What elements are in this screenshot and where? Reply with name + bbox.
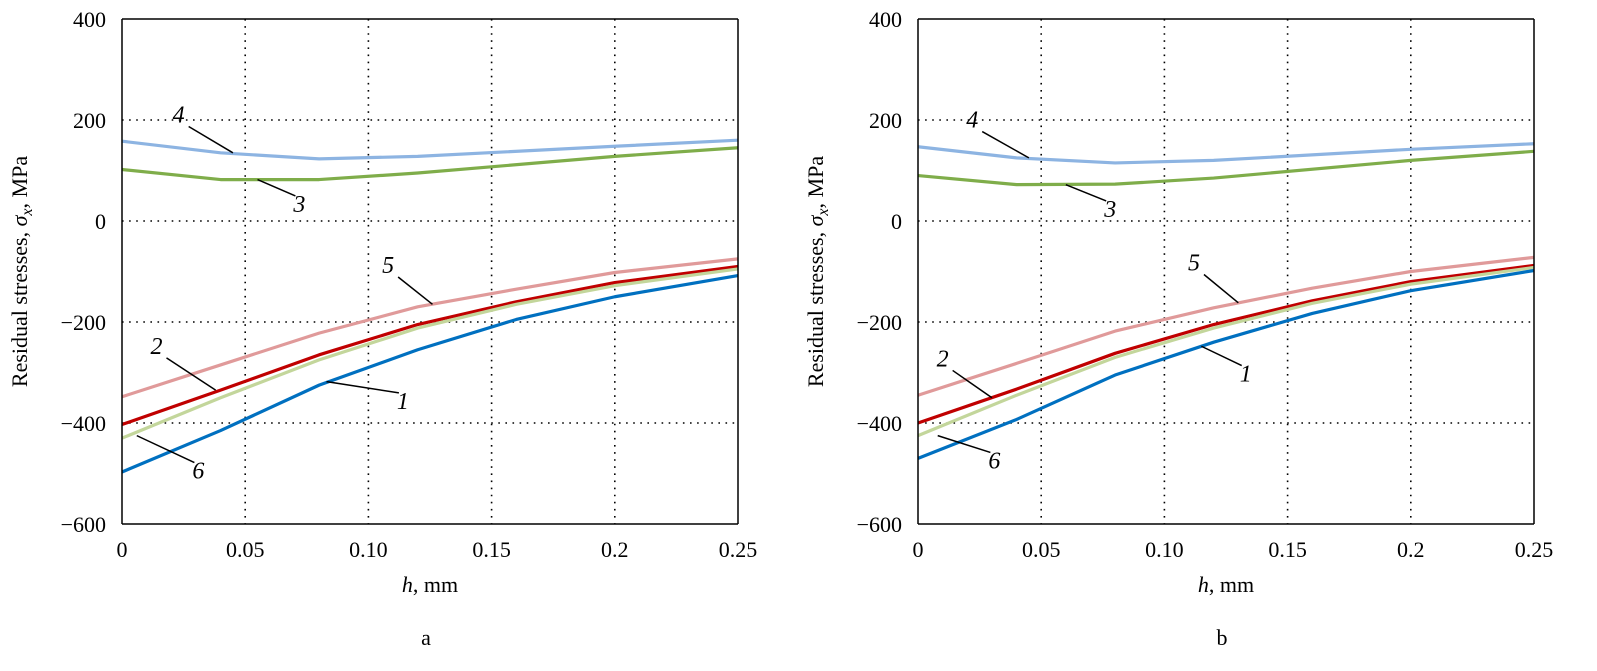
x-tick-label: 0.15 <box>1268 537 1307 562</box>
series-line-6 <box>917 265 1535 438</box>
y-axis-symbol: σ <box>7 214 32 226</box>
panel-label: b <box>1217 625 1228 650</box>
x-tick-label: 0 <box>117 537 128 562</box>
leader-line-1 <box>1201 345 1243 367</box>
y-axis-unit: , MPa <box>7 156 32 209</box>
x-axis-var: h <box>1198 572 1209 597</box>
leader-line-5 <box>1203 273 1239 304</box>
y-tick-label: −400 <box>61 411 106 436</box>
leader-line-4 <box>188 125 234 154</box>
y-axis-text: Residual stresses, <box>803 226 828 387</box>
y-tick-label: 400 <box>73 7 106 32</box>
x-tick-label: 0.05 <box>226 537 265 562</box>
chart-panel-a: 0 0.05 0.10 0.15 0.2 0.25 −600 −400 −200 0 200 400 4… <box>7 7 757 650</box>
y-tick-label: 400 <box>869 7 902 32</box>
x-axis-label: h, mm <box>1198 572 1254 597</box>
y-axis-label: Residual stresses, σx, MPa <box>803 156 832 387</box>
x-tick-label: 0.15 <box>472 537 511 562</box>
y-tick-label: 0 <box>95 209 106 234</box>
panel-label: a <box>421 625 431 650</box>
series-label-4: 4 <box>966 108 978 134</box>
y-tick-label: −200 <box>61 310 106 335</box>
series-label-2: 2 <box>150 334 162 360</box>
series-label-6: 6 <box>192 459 204 485</box>
series-line-3 <box>121 146 739 182</box>
y-tick-label: −600 <box>61 512 106 537</box>
y-tick-label: 200 <box>73 108 106 133</box>
x-tick-label: 0.10 <box>1145 537 1184 562</box>
series-line-2 <box>121 264 739 427</box>
series-line-4 <box>121 138 739 161</box>
x-axis-unit: , mm <box>413 572 458 597</box>
leader-line-4 <box>981 130 1030 159</box>
y-axis-unit: , MPa <box>803 156 828 209</box>
series-label-4: 4 <box>173 103 185 129</box>
y-tick-label: −600 <box>857 512 902 537</box>
y-axis-subscript: x <box>19 208 36 216</box>
x-axis-label: h, mm <box>402 572 458 597</box>
x-tick-label: 0.2 <box>601 537 629 562</box>
series-line-4 <box>917 142 1535 165</box>
x-tick-label: 0 <box>913 537 924 562</box>
leader-line-3 <box>1065 183 1107 202</box>
series-label-1: 1 <box>397 389 409 415</box>
x-tick-label: 0.25 <box>719 537 758 562</box>
y-tick-label: 200 <box>869 108 902 133</box>
leader-line-5 <box>397 276 433 305</box>
x-axis-unit: , mm <box>1209 572 1254 597</box>
leader-line-1 <box>326 380 400 394</box>
x-tick-label: 0.2 <box>1397 537 1425 562</box>
y-axis-label: Residual stresses, σx, MPa <box>7 156 36 387</box>
series-label-5: 5 <box>1188 250 1200 276</box>
leader-line-2 <box>952 369 993 399</box>
leader-line-3 <box>257 178 296 197</box>
y-tick-label: −200 <box>857 310 902 335</box>
series-label-5: 5 <box>382 253 394 279</box>
x-axis-var: h <box>402 572 413 597</box>
leader-line-6 <box>937 434 991 454</box>
x-tick-label: 0.10 <box>349 537 388 562</box>
leader-line-6 <box>136 434 195 464</box>
x-tick-label: 0.25 <box>1515 537 1554 562</box>
series-line-1 <box>917 268 1535 460</box>
series-label-2: 2 <box>937 346 949 372</box>
series-line-1 <box>121 273 739 474</box>
series-line-5 <box>917 255 1535 397</box>
series-label-3: 3 <box>1103 197 1116 223</box>
series-label-6: 6 <box>988 448 1000 474</box>
series-line-5 <box>121 257 739 399</box>
series-line-3 <box>917 149 1535 187</box>
y-tick-label: 0 <box>891 209 902 234</box>
leader-line-2 <box>166 357 217 391</box>
y-axis-text: Residual stresses, <box>7 226 32 387</box>
series-line-6 <box>121 267 739 440</box>
chart-panel-b: 0 0.05 0.10 0.15 0.2 0.25 −600 −400 −200 0 200 400 4… <box>803 7 1553 650</box>
x-tick-label: 0.05 <box>1022 537 1061 562</box>
series-line-2 <box>917 263 1535 425</box>
y-axis-symbol: σ <box>803 214 828 226</box>
y-axis-subscript: x <box>815 208 832 216</box>
y-tick-label: −400 <box>857 411 902 436</box>
series-label-1: 1 <box>1240 362 1252 388</box>
series-label-3: 3 <box>292 192 305 218</box>
